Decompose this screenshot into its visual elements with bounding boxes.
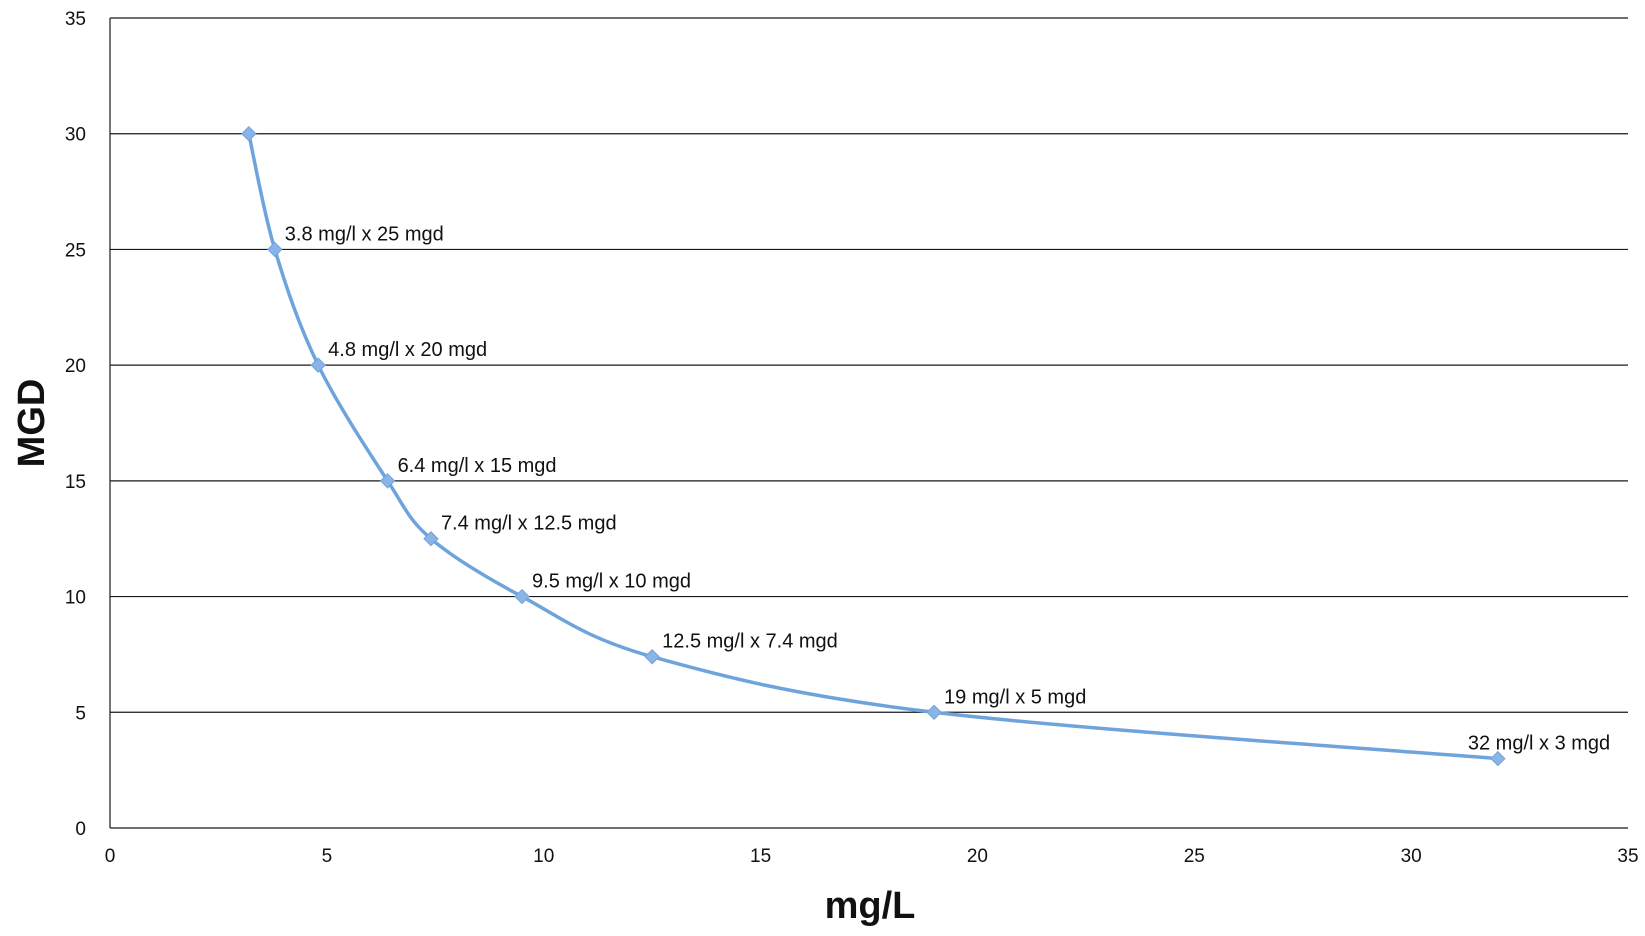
x-tick-label: 35 (1617, 846, 1638, 867)
axis-layer: 0 5 10 15 20 25 30 35 0 5 10 15 20 25 30 35 (65, 9, 1639, 867)
data-point-marker (241, 126, 257, 142)
y-tick-label: 5 (75, 703, 86, 724)
y-tick-label: 25 (65, 240, 86, 261)
data-label: 4.8 mg/l x 20 mgd (328, 339, 487, 361)
series-line (247, 133, 1499, 761)
y-axis-title: MGD (11, 379, 53, 468)
y-tick-label: 35 (65, 9, 86, 30)
x-tick-label: 10 (533, 846, 554, 867)
data-label: 12.5 mg/l x 7.4 mgd (662, 631, 838, 653)
x-tick-label: 30 (1401, 846, 1422, 867)
x-tick-label: 25 (1184, 846, 1205, 867)
data-point-marker (644, 649, 660, 665)
data-point-marker (926, 704, 942, 720)
data-point-marker (514, 588, 530, 605)
grid-layer (110, 17, 1628, 829)
data-point-marker (310, 357, 326, 373)
y-tick-label: 15 (65, 472, 86, 493)
data-label: 3.8 mg/l x 25 mgd (285, 223, 444, 245)
x-axis-title: mg/L (825, 885, 916, 927)
data-label: 32 mg/l x 3 mgd (1468, 733, 1610, 755)
y-tick-label: 10 (65, 588, 86, 609)
data-point-marker (423, 531, 439, 547)
x-tick-label: 15 (750, 846, 771, 867)
y-tick-label: 20 (65, 356, 86, 377)
x-tick-label: 5 (322, 846, 333, 867)
data-point-marker (267, 241, 283, 258)
data-point-marker (1490, 750, 1506, 767)
y-tick-label: 0 (75, 819, 86, 840)
series-layer (247, 133, 1499, 761)
y-tick-label: 30 (65, 125, 86, 146)
data-label: 6.4 mg/l x 15 mgd (398, 455, 557, 477)
x-tick-label: 20 (967, 846, 988, 867)
x-tick-label: 0 (105, 846, 116, 867)
marker-layer (241, 126, 1506, 767)
data-label: 9.5 mg/l x 10 mgd (532, 571, 691, 593)
label-layer: 3.8 mg/l x 25 mgd 4.8 mg/l x 20 mgd 6.4 mg… (285, 223, 1610, 754)
data-label: 7.4 mg/l x 12.5 mgd (441, 513, 617, 535)
data-label: 19 mg/l x 5 mgd (944, 686, 1086, 708)
data-point-marker (379, 473, 396, 489)
